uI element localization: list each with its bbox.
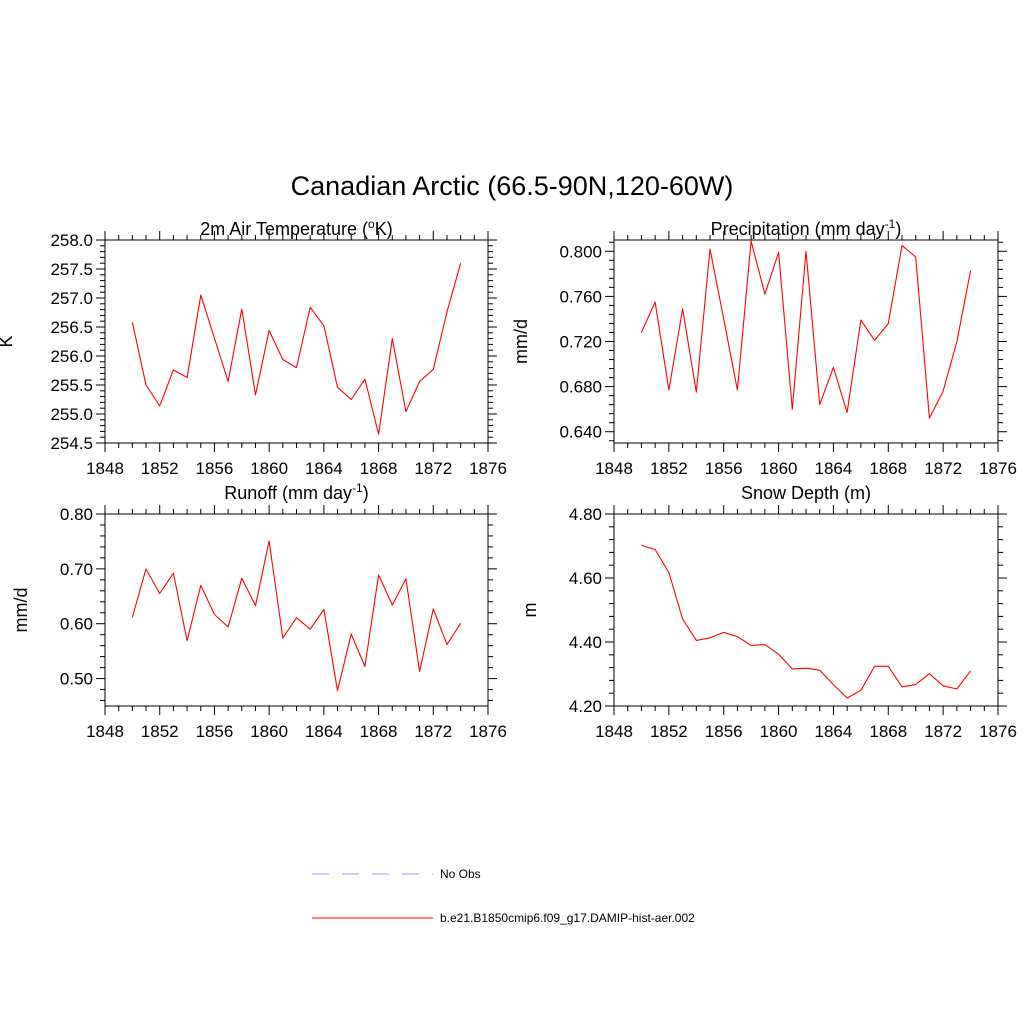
series-line xyxy=(640,240,972,419)
y-tick-label: 256.5 xyxy=(50,318,93,337)
panel-title-tail: K) xyxy=(375,219,393,239)
x-tick-label: 1860 xyxy=(760,722,798,741)
plot-frame xyxy=(104,239,489,444)
panel-title-text: Snow Depth (m) xyxy=(741,483,871,503)
y-tick-label: 256.0 xyxy=(50,347,93,366)
panel-title-superscript: o xyxy=(368,217,375,231)
y-tick-label: 0.50 xyxy=(60,670,93,689)
x-tick-label: 1868 xyxy=(869,722,907,741)
y-axis-label: K xyxy=(0,335,16,347)
x-tick-label: 1864 xyxy=(815,722,853,741)
x-tick-label: 1848 xyxy=(595,459,633,478)
y-tick-label: 0.80 xyxy=(60,505,93,524)
panel-title: 2m Air Temperature (oK) xyxy=(200,217,392,239)
panel-title-superscript: -1 xyxy=(885,217,896,231)
x-tick-label: 1872 xyxy=(924,459,962,478)
x-tick-label: 1856 xyxy=(196,722,234,741)
plot-frame xyxy=(613,513,999,707)
x-tick-label: 1860 xyxy=(760,459,798,478)
x-tick-label: 1864 xyxy=(305,459,343,478)
panel-1: 2m Air Temperature (oK) K 1848 1852 1856 1860… xyxy=(0,217,507,478)
y-axis-label: m xyxy=(520,603,540,618)
figure-title: Canadian Arctic (66.5-90N,120-60W) xyxy=(291,171,734,201)
y-tick-label: 4.40 xyxy=(569,633,602,652)
y-tick-label: 0.680 xyxy=(559,378,602,397)
series-line xyxy=(641,544,972,699)
x-tick-label: 1860 xyxy=(250,722,288,741)
panel-2: Precipitation (mm day-1) mm/d 1848 1852 1856… xyxy=(511,217,1017,478)
y-tick-label: 257.0 xyxy=(50,289,93,308)
y-tick-label: 254.5 xyxy=(50,434,93,453)
x-tick-label: 1852 xyxy=(650,459,688,478)
legend-obs-label: No Obs xyxy=(440,867,481,881)
y-axis-label: mm/d xyxy=(511,319,531,364)
y-tick-label: 4.20 xyxy=(569,697,602,716)
y-tick-label: 255.0 xyxy=(50,405,93,424)
x-tick-label: 1868 xyxy=(360,722,398,741)
y-tick-label: 0.800 xyxy=(559,242,602,261)
x-tick-label: 1856 xyxy=(196,459,234,478)
y-tick-label: 0.60 xyxy=(60,615,93,634)
x-tick-label: 1852 xyxy=(141,722,179,741)
panel-title-superscript: -1 xyxy=(352,481,363,495)
plot-frame xyxy=(613,239,999,444)
plot-frame xyxy=(104,513,489,707)
panel-title-text: Precipitation (mm day xyxy=(711,219,885,239)
x-tick-label: 1856 xyxy=(705,459,743,478)
y-tick-label: 0.640 xyxy=(559,423,602,442)
y-axis-label: mm/d xyxy=(11,588,31,633)
panel-title: Snow Depth (m) xyxy=(741,483,871,503)
y-tick-label: 4.80 xyxy=(569,505,602,524)
x-tick-label: 1852 xyxy=(141,459,179,478)
x-tick-label: 1872 xyxy=(924,722,962,741)
x-tick-label: 1876 xyxy=(979,722,1017,741)
panel-title-tail: ) xyxy=(363,483,369,503)
y-tick-label: 0.70 xyxy=(60,560,93,579)
x-tick-label: 1864 xyxy=(815,459,853,478)
panel-4: Snow Depth (m) m 1848 1852 1856 1860 1864 1868 1… xyxy=(520,483,1017,741)
x-tick-label: 1864 xyxy=(305,722,343,741)
panel-title: Runoff (mm day-1) xyxy=(224,481,368,503)
x-tick-label: 1868 xyxy=(869,459,907,478)
x-tick-label: 1852 xyxy=(650,722,688,741)
x-tick-label: 1848 xyxy=(595,722,633,741)
series-line xyxy=(131,263,462,435)
x-tick-label: 1876 xyxy=(979,459,1017,478)
series-line xyxy=(131,540,462,692)
x-tick-label: 1848 xyxy=(86,722,124,741)
x-tick-label: 1856 xyxy=(705,722,743,741)
legend: No Obs b.e21.B1850cmip6.f09_g17.DAMIP-his… xyxy=(312,867,695,925)
panel-title-tail: ) xyxy=(895,219,901,239)
y-tick-label: 0.720 xyxy=(559,333,602,352)
y-tick-label: 0.760 xyxy=(559,287,602,306)
x-tick-label: 1872 xyxy=(414,722,452,741)
y-tick-label: 255.5 xyxy=(50,376,93,395)
panel-title: Precipitation (mm day-1) xyxy=(711,217,902,239)
x-tick-label: 1876 xyxy=(469,722,507,741)
x-tick-label: 1860 xyxy=(250,459,288,478)
panel-title-text: Runoff (mm day xyxy=(224,483,352,503)
panel-title-text: 2m Air Temperature ( xyxy=(200,219,368,239)
x-tick-label: 1872 xyxy=(414,459,452,478)
y-tick-label: 258.0 xyxy=(50,231,93,250)
panel-3: Runoff (mm day-1) mm/d 1848 1852 1856 1860 186… xyxy=(11,481,507,741)
x-tick-label: 1876 xyxy=(469,459,507,478)
y-tick-label: 4.60 xyxy=(569,569,602,588)
x-tick-label: 1848 xyxy=(86,459,124,478)
legend-model-label: b.e21.B1850cmip6.f09_g17.DAMIP-hist-aer.… xyxy=(440,911,695,925)
y-tick-label: 257.5 xyxy=(50,260,93,279)
x-tick-label: 1868 xyxy=(360,459,398,478)
